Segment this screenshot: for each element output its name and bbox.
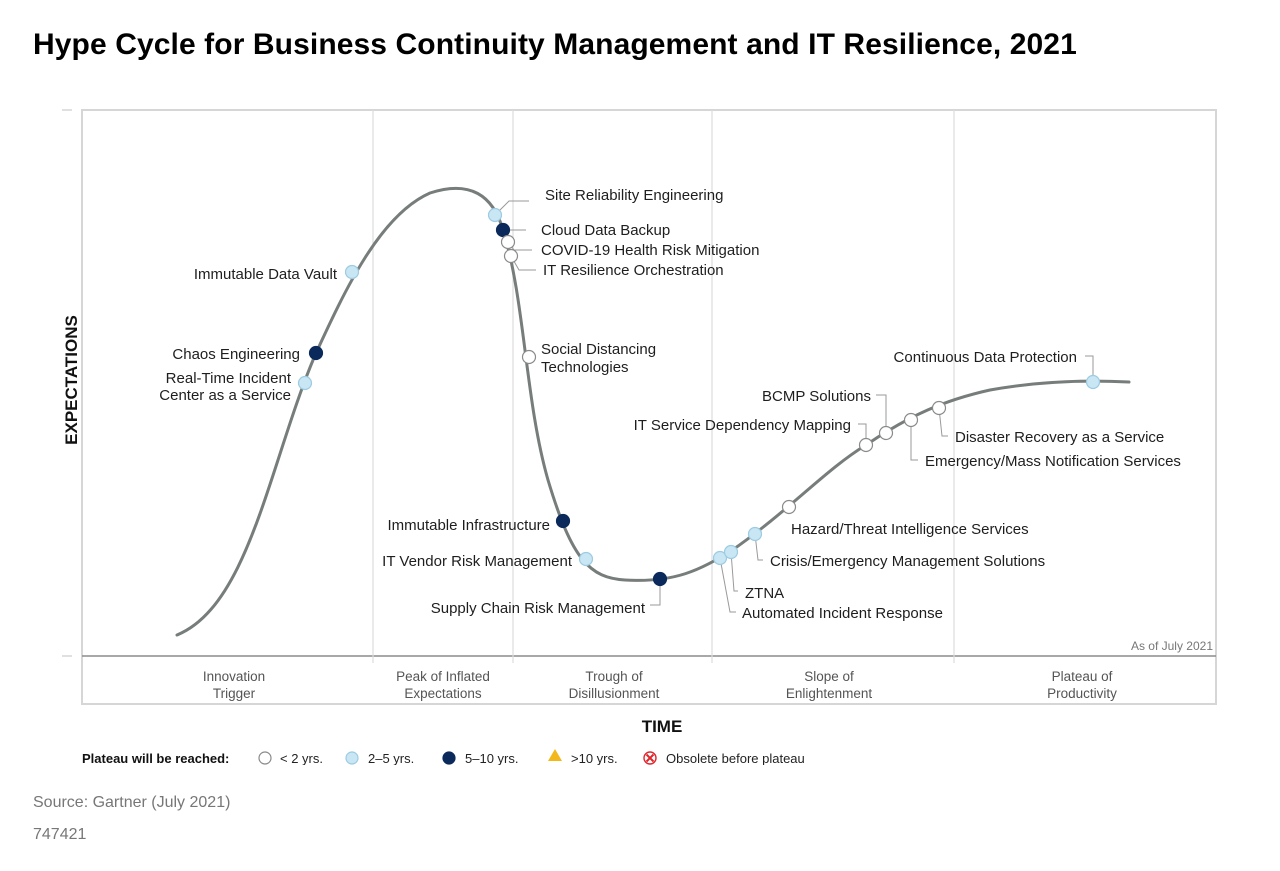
marker-ztna[interactable]	[723, 544, 739, 560]
leader-line	[938, 407, 948, 437]
marker-it-service-dependency-mapping[interactable]	[858, 437, 874, 453]
phase-labels: Innovation Trigger Peak of Inflated Expe…	[203, 669, 1117, 701]
leader-line	[730, 551, 738, 592]
label-hazard-threat-intelligence-services: Hazard/Threat Intelligence Services	[791, 521, 1029, 538]
label-it-resilience-orchestration: IT Resilience Orchestration	[543, 262, 724, 279]
legend-crop-mask	[60, 765, 860, 777]
marker-it-vendor-risk-management[interactable]	[578, 551, 594, 567]
legend-marker-5-10	[442, 751, 456, 765]
phase-dividers	[372, 110, 955, 663]
marker-crisis-emergency-management-solutions[interactable]	[747, 526, 763, 542]
label-automated-incident-response: Automated Incident Response	[742, 605, 943, 622]
legend-marker-gt10-triangle	[548, 749, 562, 761]
legend-label-gt10: >10 yrs.	[571, 751, 618, 766]
marker-immutable-data-vault[interactable]	[344, 264, 360, 280]
leader-line	[719, 557, 736, 613]
phase-label: Trough of	[585, 669, 643, 684]
leader-line	[876, 394, 887, 433]
label-immutable-data-vault: Immutable Data Vault	[194, 266, 338, 283]
leader-line	[650, 579, 661, 606]
label-covid-19-health-risk-mitigation: COVID-19 Health Risk Mitigation	[541, 242, 759, 259]
marker-disaster-recovery-as-a-service[interactable]	[931, 400, 947, 416]
chart-title: Hype Cycle for Business Continuity Manag…	[33, 28, 1077, 61]
legend: Plateau will be reached: < 2 yrs. 2–5 yr…	[82, 749, 805, 766]
legend-label-2-5: 2–5 yrs.	[368, 751, 414, 766]
phase-label: Disillusionment	[569, 686, 660, 701]
legend-label-5-10: 5–10 yrs.	[465, 751, 518, 766]
marker-hazard-threat-intelligence-services[interactable]	[781, 499, 797, 515]
phase-label: Peak of Inflated	[396, 669, 490, 684]
label-it-service-dependency-mapping: IT Service Dependency Mapping	[634, 417, 851, 434]
label-supply-chain-risk-management: Supply Chain Risk Management	[431, 600, 646, 617]
phase-label: Innovation	[203, 669, 265, 684]
label-ztna: ZTNA	[745, 585, 784, 602]
marker-supply-chain-risk-management[interactable]	[652, 571, 668, 587]
label-emergency-mass-notification-services: Emergency/Mass Notification Services	[925, 453, 1181, 470]
technology-labels: Site Reliability Engineering Cloud Data …	[159, 187, 1181, 622]
legend-marker-2-5	[345, 751, 359, 765]
technology-markers	[297, 207, 1101, 587]
label-bcmp-solutions: BCMP Solutions	[762, 388, 871, 405]
phase-label: Plateau of	[1052, 669, 1113, 684]
marker-cloud-data-backup[interactable]	[495, 222, 511, 238]
source-note: Source: Gartner (July 2021)	[33, 794, 231, 811]
label-cloud-data-backup: Cloud Data Backup	[541, 222, 670, 239]
marker-real-time-incident-center[interactable]	[297, 375, 313, 391]
leader-line	[1085, 355, 1094, 382]
label-social-distancing-technologies-line2: Technologies	[541, 359, 629, 376]
leader-line	[754, 533, 763, 561]
label-continuous-data-protection: Continuous Data Protection	[894, 349, 1077, 366]
marker-chaos-engineering[interactable]	[308, 345, 324, 361]
marker-immutable-infrastructure[interactable]	[555, 513, 571, 529]
marker-bcmp-solutions[interactable]	[878, 425, 894, 441]
label-crisis-emergency-management-solutions: Crisis/Emergency Management Solutions	[770, 553, 1045, 570]
marker-emergency-mass-notification-services[interactable]	[903, 412, 919, 428]
legend-label-obsolete: Obsolete before plateau	[666, 751, 805, 766]
label-disaster-recovery-as-a-service: Disaster Recovery as a Service	[955, 429, 1164, 446]
label-site-reliability-engineering: Site Reliability Engineering	[545, 187, 723, 204]
phase-label: Slope of	[804, 669, 854, 684]
label-immutable-infrastructure: Immutable Infrastructure	[387, 517, 550, 534]
label-real-time-incident-center-line1: Real-Time Incident	[166, 370, 292, 387]
label-real-time-incident-center-line2: Center as a Service	[159, 387, 291, 404]
y-axis-title: EXPECTATIONS	[62, 315, 81, 445]
legend-marker-lt2	[258, 751, 272, 765]
x-axis-title: TIME	[642, 717, 683, 736]
marker-site-reliability-engineering[interactable]	[487, 207, 503, 223]
marker-covid-19-health-risk-mitigation[interactable]	[500, 234, 516, 250]
legend-label-lt2: < 2 yrs.	[280, 751, 323, 766]
label-chaos-engineering: Chaos Engineering	[172, 346, 300, 363]
marker-continuous-data-protection[interactable]	[1085, 374, 1101, 390]
hype-curve	[175, 186, 1131, 637]
document-id: 747421	[33, 826, 87, 843]
marker-social-distancing-technologies[interactable]	[521, 349, 537, 365]
marker-automated-incident-response[interactable]	[712, 550, 728, 566]
phase-label: Trigger	[213, 686, 256, 701]
plot-area	[81, 109, 1217, 705]
legend-title: Plateau will be reached:	[82, 751, 229, 766]
label-social-distancing-technologies-line1: Social Distancing	[541, 341, 656, 358]
phase-label: Enlightenment	[786, 686, 873, 701]
legend-marker-obsolete-x	[645, 753, 655, 763]
phase-label: Productivity	[1047, 686, 1117, 701]
phase-label: Expectations	[404, 686, 482, 701]
leader-line	[910, 420, 918, 461]
as-of-date: As of July 2021	[1131, 639, 1213, 653]
marker-it-resilience-orchestration[interactable]	[503, 248, 519, 264]
label-it-vendor-risk-management: IT Vendor Risk Management	[382, 553, 573, 570]
